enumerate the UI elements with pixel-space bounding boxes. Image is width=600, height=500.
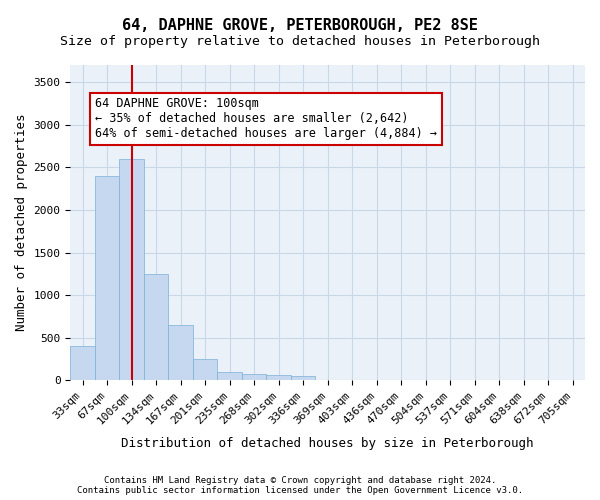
Bar xyxy=(144,274,169,380)
Bar xyxy=(119,159,144,380)
Bar xyxy=(169,325,193,380)
Bar xyxy=(217,372,242,380)
Text: 64 DAPHNE GROVE: 100sqm
← 35% of detached houses are smaller (2,642)
64% of semi: 64 DAPHNE GROVE: 100sqm ← 35% of detache… xyxy=(95,98,437,140)
Bar xyxy=(266,376,291,380)
Text: 64, DAPHNE GROVE, PETERBOROUGH, PE2 8SE: 64, DAPHNE GROVE, PETERBOROUGH, PE2 8SE xyxy=(122,18,478,32)
Bar xyxy=(95,176,119,380)
Bar xyxy=(291,376,316,380)
X-axis label: Distribution of detached houses by size in Peterborough: Distribution of detached houses by size … xyxy=(121,437,534,450)
Text: Contains public sector information licensed under the Open Government Licence v3: Contains public sector information licen… xyxy=(77,486,523,495)
Bar xyxy=(70,346,95,380)
Bar xyxy=(242,374,266,380)
Bar xyxy=(193,359,217,380)
Text: Size of property relative to detached houses in Peterborough: Size of property relative to detached ho… xyxy=(60,35,540,48)
Text: Contains HM Land Registry data © Crown copyright and database right 2024.: Contains HM Land Registry data © Crown c… xyxy=(104,476,496,485)
Y-axis label: Number of detached properties: Number of detached properties xyxy=(15,114,28,332)
